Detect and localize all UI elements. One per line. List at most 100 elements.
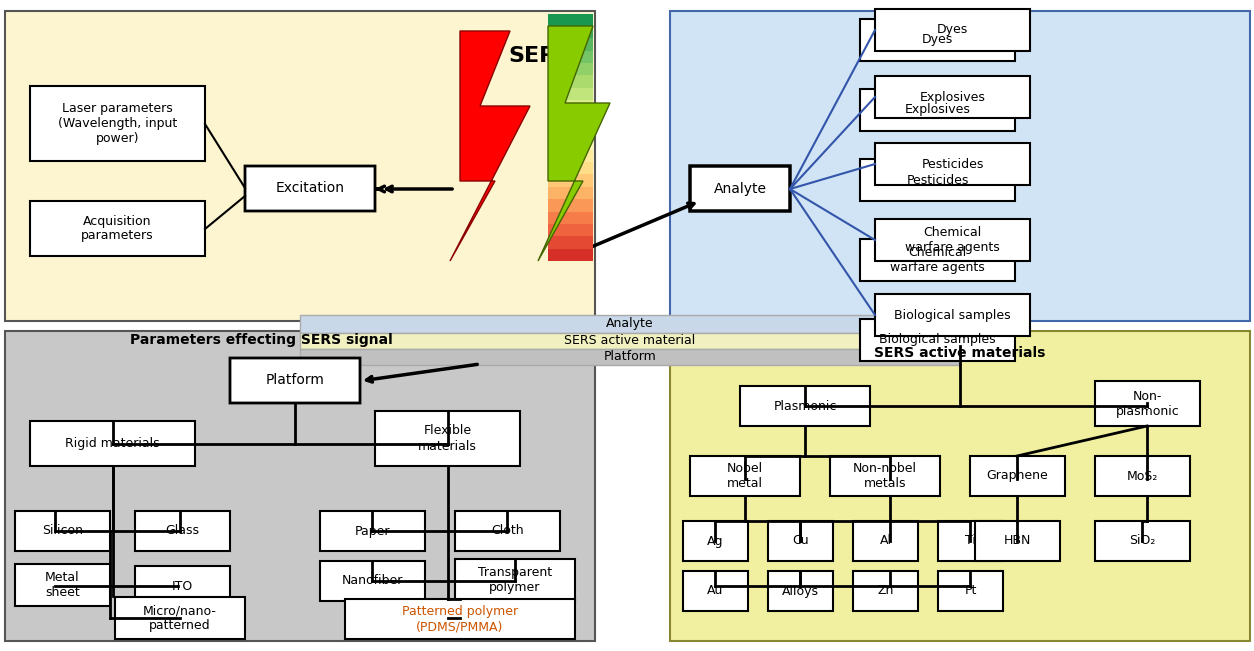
Polygon shape [548, 14, 593, 26]
Bar [5, 11, 594, 321]
Text: MoS₂: MoS₂ [1127, 469, 1159, 482]
Text: Chemical
warfare agents: Chemical warfare agents [905, 226, 999, 254]
Polygon shape [450, 31, 530, 261]
Text: SERS active material: SERS active material [564, 335, 696, 348]
Polygon shape [548, 236, 593, 249]
FancyBboxPatch shape [875, 294, 1030, 336]
Bar [300, 333, 961, 349]
FancyBboxPatch shape [690, 166, 790, 211]
FancyBboxPatch shape [860, 239, 1014, 281]
Polygon shape [548, 88, 593, 100]
Text: Excitation: Excitation [276, 182, 345, 195]
Text: Ti: Ti [966, 534, 976, 547]
FancyBboxPatch shape [115, 597, 245, 639]
FancyBboxPatch shape [30, 421, 196, 466]
FancyBboxPatch shape [860, 89, 1014, 131]
Text: Paper: Paper [355, 525, 390, 538]
FancyBboxPatch shape [767, 521, 833, 561]
Text: Explosives: Explosives [904, 104, 971, 117]
Text: Chemical
warfare agents: Chemical warfare agents [890, 246, 984, 274]
Text: Biological samples: Biological samples [894, 309, 1011, 322]
FancyBboxPatch shape [860, 159, 1014, 201]
Text: Patterned polymer
(PDMS/PMMA): Patterned polymer (PDMS/PMMA) [403, 605, 518, 633]
Text: Graphene: Graphene [987, 469, 1048, 482]
FancyBboxPatch shape [15, 511, 110, 551]
FancyBboxPatch shape [683, 571, 747, 611]
FancyBboxPatch shape [1095, 521, 1190, 561]
Text: HBN: HBN [1003, 534, 1031, 547]
Polygon shape [548, 137, 593, 150]
Text: Pesticides: Pesticides [907, 174, 968, 186]
Text: Acquisition
parameters: Acquisition parameters [82, 214, 154, 243]
Text: Parameters effecting SERS signal: Parameters effecting SERS signal [130, 333, 393, 347]
Text: Nanofiber: Nanofiber [342, 574, 404, 587]
Text: SERS active materials: SERS active materials [874, 346, 1046, 360]
Text: Laser parameters
(Wavelength, input
power): Laser parameters (Wavelength, input powe… [58, 102, 177, 145]
Text: Cu: Cu [793, 534, 809, 547]
Polygon shape [548, 224, 593, 236]
FancyBboxPatch shape [455, 511, 561, 551]
Text: Analyte: Analyte [714, 182, 766, 195]
Text: Pesticides: Pesticides [922, 158, 983, 171]
FancyBboxPatch shape [135, 511, 229, 551]
Polygon shape [548, 113, 593, 125]
Polygon shape [548, 51, 593, 63]
Text: Dyes: Dyes [922, 33, 953, 46]
FancyBboxPatch shape [1095, 456, 1190, 496]
Text: Micro/nano-
patterned: Micro/nano- patterned [143, 604, 217, 632]
Polygon shape [548, 199, 593, 212]
Text: Plasmonic: Plasmonic [774, 400, 836, 413]
Text: Ag: Ag [707, 534, 724, 547]
Polygon shape [548, 76, 593, 88]
FancyBboxPatch shape [875, 9, 1030, 51]
FancyBboxPatch shape [345, 599, 576, 639]
Text: SERS: SERS [508, 46, 572, 66]
Text: Pt: Pt [964, 585, 977, 598]
FancyBboxPatch shape [860, 19, 1014, 61]
Polygon shape [548, 125, 593, 137]
Text: Glass: Glass [166, 525, 199, 538]
Text: Al: Al [879, 534, 892, 547]
Text: Rigid materials: Rigid materials [65, 437, 159, 450]
Text: Cloth: Cloth [492, 525, 524, 538]
Text: Zn: Zn [878, 585, 894, 598]
Text: Au: Au [707, 585, 724, 598]
FancyBboxPatch shape [1095, 381, 1200, 426]
FancyBboxPatch shape [938, 571, 1003, 611]
Polygon shape [548, 212, 593, 224]
Text: Platform: Platform [603, 350, 656, 363]
Text: SiO₂: SiO₂ [1130, 534, 1156, 547]
FancyBboxPatch shape [860, 319, 1014, 361]
Text: Platform: Platform [266, 374, 325, 387]
Text: ITO: ITO [172, 579, 193, 592]
FancyBboxPatch shape [875, 76, 1030, 118]
FancyBboxPatch shape [690, 456, 800, 496]
Polygon shape [548, 26, 593, 38]
FancyBboxPatch shape [938, 521, 1003, 561]
FancyBboxPatch shape [976, 521, 1060, 561]
FancyBboxPatch shape [375, 411, 520, 466]
FancyBboxPatch shape [30, 201, 204, 256]
Polygon shape [548, 187, 593, 199]
Polygon shape [548, 249, 593, 261]
Text: Biological samples: Biological samples [879, 333, 996, 346]
FancyBboxPatch shape [135, 566, 229, 606]
FancyBboxPatch shape [229, 358, 360, 403]
Polygon shape [548, 150, 593, 162]
Text: Non-nobel
metals: Non-nobel metals [853, 462, 917, 490]
Polygon shape [548, 100, 593, 113]
Polygon shape [548, 38, 593, 51]
Text: Analyte: Analyte [606, 318, 653, 331]
Bar [5, 331, 594, 641]
Text: Non-
plasmonic: Non- plasmonic [1116, 389, 1179, 417]
Text: Nobel
metal: Nobel metal [727, 462, 764, 490]
Text: Transparent
polymer: Transparent polymer [478, 566, 552, 594]
Polygon shape [548, 174, 593, 187]
FancyBboxPatch shape [971, 456, 1065, 496]
FancyBboxPatch shape [853, 521, 918, 561]
Text: Alloys: Alloys [782, 585, 819, 598]
FancyBboxPatch shape [875, 219, 1030, 261]
Text: Dyes: Dyes [937, 23, 968, 36]
Polygon shape [548, 162, 593, 174]
FancyBboxPatch shape [767, 571, 833, 611]
